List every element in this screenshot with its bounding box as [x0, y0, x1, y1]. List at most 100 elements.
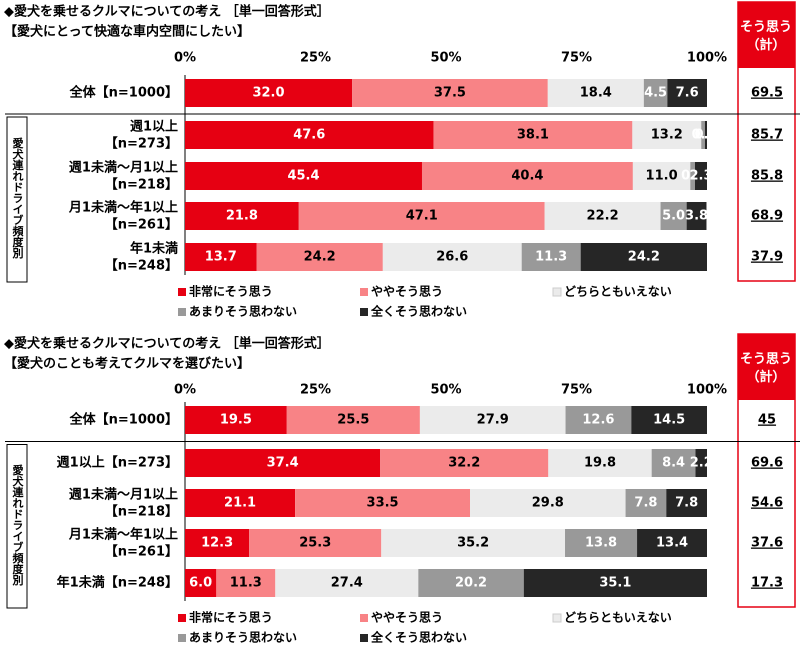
legend-label: 全くそう思わない [370, 630, 467, 645]
value-label: 13.7 [205, 250, 237, 265]
bar-segment [382, 243, 522, 271]
value-label: 25.3 [299, 536, 331, 551]
value-label: 27.9 [477, 413, 509, 428]
value-label: 21.1 [224, 496, 256, 511]
value-label: 6.0 [189, 576, 212, 591]
x-tick-label: 25% [300, 51, 331, 66]
bar-segment [690, 162, 695, 190]
value-label: 11.3 [535, 250, 567, 265]
x-tick-label: 50% [430, 51, 461, 66]
bar-segment [686, 202, 707, 230]
bar-segment [695, 449, 707, 477]
bar-segment [544, 202, 661, 230]
legend-label: 非常にそう思う [189, 610, 273, 625]
group-label: 愛犬連れドライブ頻度別 [11, 463, 25, 586]
value-label: 38.1 [517, 128, 549, 143]
bar-segment [352, 79, 548, 107]
bar-segment [632, 121, 702, 149]
bar-segment [185, 406, 287, 434]
legend-swatch [552, 613, 562, 623]
bar-segment [185, 202, 299, 230]
bar-segment [185, 79, 353, 107]
legend-swatch [360, 288, 368, 296]
legend-label: 全くそう思わない [370, 304, 467, 319]
bar-segment [216, 569, 276, 597]
total-value: 37.6 [751, 536, 783, 551]
value-label: 7.6 [676, 86, 699, 101]
total-value: 17.3 [751, 576, 783, 591]
bar-segment [660, 202, 687, 230]
legend-swatch [178, 288, 186, 296]
bar-segment [185, 243, 257, 271]
legend-swatch [178, 614, 186, 622]
value-label: 37.4 [267, 456, 299, 471]
legend-label: どちらともいえない [564, 611, 672, 625]
bar-segment [548, 449, 652, 477]
bar-segment [523, 569, 707, 597]
bar-segment [249, 529, 382, 557]
value-label: 29.8 [532, 496, 564, 511]
legend-swatch [360, 308, 368, 316]
chart-subtitle: 【愛犬のことも考えてクルマを選びたい】 [4, 356, 250, 372]
category-label: 週1以上【n=273】 [57, 455, 178, 471]
value-label: 12.6 [582, 413, 614, 428]
value-label: 13.4 [656, 536, 688, 551]
bar-segment [185, 162, 422, 190]
bar-segment [470, 489, 626, 517]
bar-segment [667, 79, 707, 107]
bar-segment [185, 569, 217, 597]
group-label: 愛犬連れドライブ頻度別 [11, 136, 25, 259]
category-label: 月1未満～年1以上【n=261】 [68, 199, 178, 232]
total-value: 85.8 [751, 169, 783, 184]
bar-segment [631, 406, 707, 434]
legend-label: あまりそう思わない [189, 631, 297, 645]
total-value: 54.6 [751, 496, 783, 511]
bar-segment [694, 162, 707, 190]
value-label: 19.5 [220, 413, 252, 428]
value-label: 26.6 [436, 250, 468, 265]
x-tick-label: 100% [687, 51, 727, 66]
value-label: 21.8 [226, 209, 258, 224]
bar-segment [298, 202, 545, 230]
x-tick-label: 0% [174, 383, 196, 398]
total-value: 69.6 [751, 456, 783, 471]
bar-segment [651, 449, 696, 477]
value-label: 47.1 [406, 209, 438, 224]
value-label: 22.2 [587, 209, 619, 224]
bar-segment [275, 569, 419, 597]
bar-segment [643, 79, 668, 107]
value-label: 37.5 [434, 86, 466, 101]
x-tick-label: 75% [561, 51, 592, 66]
category-label: 月1未満～年1以上【n=261】 [68, 526, 178, 559]
value-label: 24.2 [628, 250, 660, 265]
category-label: 年1未満【n=248】 [105, 240, 178, 273]
value-label: 0.7 [692, 128, 715, 143]
legend-label: あまりそう思わない [189, 305, 297, 319]
value-label: 7.8 [634, 496, 657, 511]
bar-segment [419, 406, 566, 434]
value-label: 2.3 [689, 169, 712, 184]
x-tick-label: 50% [430, 383, 461, 398]
chart-title: ◆愛犬を乗せるクルマについての考え ［単一回答形式］ [4, 336, 330, 352]
legend-swatch [178, 634, 186, 642]
value-label: 8.4 [662, 456, 685, 471]
bar-segment [381, 529, 566, 557]
total-value: 68.9 [751, 209, 783, 224]
value-label: 45.4 [287, 169, 319, 184]
value-label: 11.0 [646, 169, 678, 184]
legend-label: ややそう思う [371, 285, 443, 299]
legend-label: ややそう思う [371, 611, 443, 625]
legend-swatch [178, 308, 186, 316]
value-label: 40.4 [511, 169, 543, 184]
legend-swatch [360, 634, 368, 642]
value-label: 20.2 [455, 576, 487, 591]
bar-segment [565, 406, 632, 434]
bar-segment [433, 121, 633, 149]
total-value: 69.5 [751, 86, 783, 101]
legend-swatch [552, 287, 562, 297]
x-tick-label: 100% [687, 383, 727, 398]
chart-title: ◆愛犬を乗せるクルマについての考え ［単一回答形式］ [4, 4, 330, 20]
bar-segment [704, 121, 707, 149]
bar-segment [256, 243, 383, 271]
total-value: 45 [758, 413, 776, 428]
